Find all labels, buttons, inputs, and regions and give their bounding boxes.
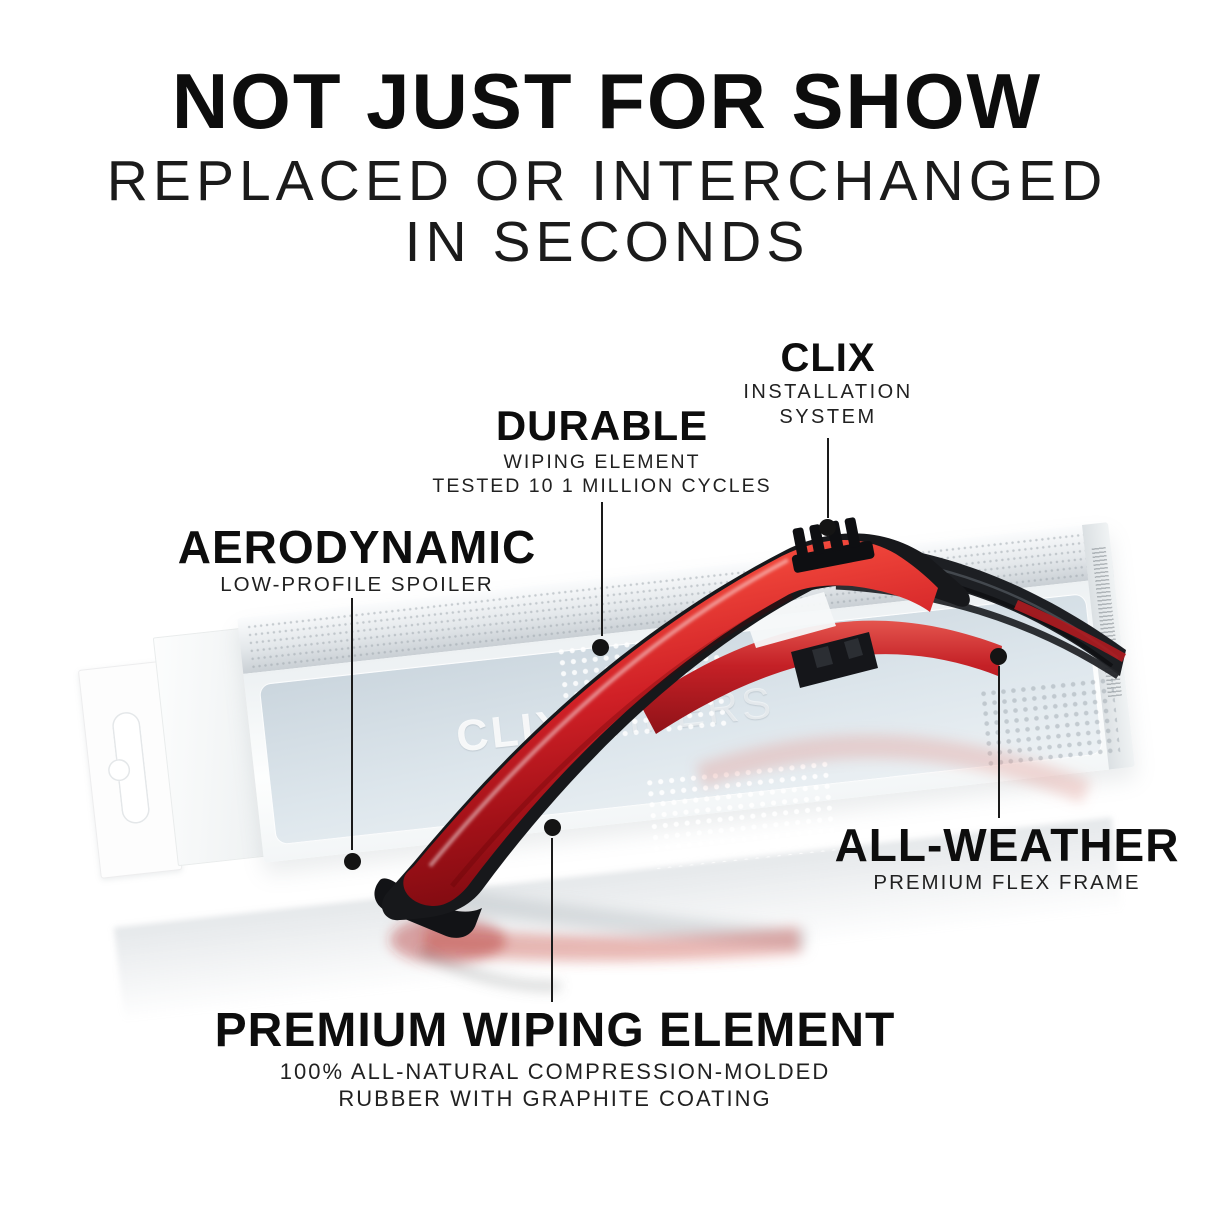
callout-durable-title: DURABLE: [495, 402, 709, 449]
all-weather-leader-line: [998, 666, 1000, 818]
premium-marker-dot: [544, 819, 561, 836]
callout-premium-line1: 100% ALL-NATURAL COMPRESSION-MOLDED: [279, 1059, 831, 1084]
callout-clix-title: CLIX: [780, 336, 876, 380]
frame-red-edge: [1014, 600, 1126, 662]
clix-leader-line: [827, 438, 829, 518]
callout-all-weather-title: ALL-WEATHER: [834, 819, 1180, 871]
connector-detail: [812, 646, 833, 668]
callout-aerodynamic-title: AERODYNAMIC: [177, 521, 537, 573]
package-foam-insert: [744, 592, 836, 648]
durable-leader-line: [601, 502, 603, 636]
blade-under-band: [381, 533, 970, 921]
durable-marker-dot: [592, 639, 609, 656]
aerodynamic-marker-dot: [344, 853, 361, 870]
callout-all-weather: ALL-WEATHER PREMIUM FLEX FRAME: [797, 820, 1214, 896]
callout-aerodynamic-line1: LOW-PROFILE SPOILER: [220, 573, 494, 596]
headline-subtitle-line2: IN SECONDS: [404, 210, 810, 274]
callout-clix-line1: INSTALLATION: [743, 381, 913, 403]
headline-subtitle-line1: REPLACED OR INTERCHANGED: [106, 149, 1108, 213]
blade-inner-red-band: [640, 620, 1002, 734]
callout-aerodynamic: AERODYNAMIC LOW-PROFILE SPOILER: [147, 522, 567, 598]
callout-clix-line2: SYSTEM: [779, 406, 877, 428]
clix-marker-dot: [819, 519, 836, 536]
blade-reflections: [390, 734, 1091, 991]
headline-title: NOT JUST FOR SHOW: [171, 57, 1043, 145]
callout-all-weather-line1: PREMIUM FLEX FRAME: [873, 871, 1141, 894]
spoiler-shade-line: [450, 593, 794, 888]
callout-premium-wiping: PREMIUM WIPING ELEMENT 100% ALL-NATURAL …: [180, 1004, 930, 1112]
spoiler-specular-highlight: [428, 558, 789, 868]
callout-premium-line2: RUBBER WITH GRAPHITE COATING: [338, 1086, 772, 1111]
callout-durable: DURABLE WIPING ELEMENT TESTED 10 1 MILLI…: [420, 402, 784, 498]
callout-durable-line2: TESTED 10 1 MILLION CYCLES: [432, 475, 772, 497]
callout-premium-title: PREMIUM WIPING ELEMENT: [214, 1004, 896, 1057]
aerodynamic-spoiler: [403, 539, 938, 906]
connector-detail: [844, 638, 863, 659]
callout-durable-line1: WIPING ELEMENT: [503, 451, 701, 473]
premium-leader-line: [551, 838, 553, 1002]
all-weather-marker-dot: [990, 648, 1007, 665]
aerodynamic-leader-line: [351, 598, 353, 850]
callout-clix: CLIX INSTALLATION SYSTEM: [678, 336, 978, 430]
